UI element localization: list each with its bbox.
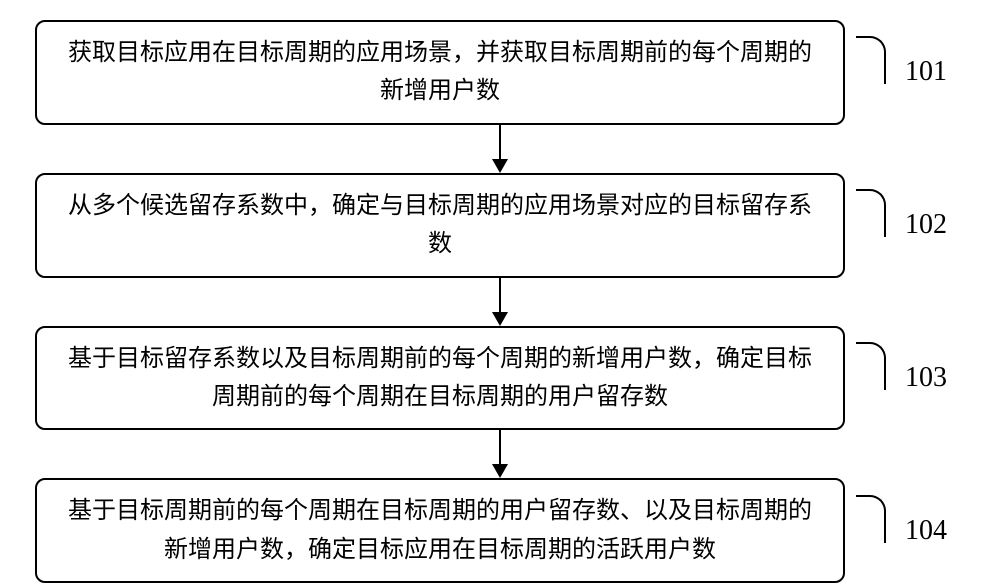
flow-step-3: 基于目标留存系数以及目标周期前的每个周期的新增用户数，确定目标周期前的每个周期在… — [35, 326, 965, 431]
step-label-3: 103 — [905, 362, 947, 394]
label-bracket-3 — [856, 342, 886, 390]
arrow-line — [499, 430, 501, 466]
step-box-4: 基于目标周期前的每个周期在目标周期的用户留存数、以及目标周期的新增用户数，确定目… — [35, 478, 845, 583]
arrow-head-icon — [492, 312, 508, 326]
step-box-1: 获取目标应用在目标周期的应用场景，并获取目标周期前的每个周期的新增用户数 — [35, 20, 845, 125]
step-box-3: 基于目标留存系数以及目标周期前的每个周期的新增用户数，确定目标周期前的每个周期在… — [35, 326, 845, 431]
flow-step-2: 从多个候选留存系数中，确定与目标周期的应用场景对应的目标留存系数 102 — [35, 173, 965, 278]
arrow-1-2 — [95, 125, 905, 173]
step-box-2: 从多个候选留存系数中，确定与目标周期的应用场景对应的目标留存系数 — [35, 173, 845, 278]
flowchart-container: 获取目标应用在目标周期的应用场景，并获取目标周期前的每个周期的新增用户数 101… — [35, 20, 965, 583]
label-bracket-1 — [856, 36, 886, 84]
step-label-1: 101 — [905, 56, 947, 88]
arrow-line — [499, 278, 501, 314]
flow-step-1: 获取目标应用在目标周期的应用场景，并获取目标周期前的每个周期的新增用户数 101 — [35, 20, 965, 125]
label-bracket-2 — [856, 189, 886, 237]
step-label-4: 104 — [905, 515, 947, 547]
step-text-2: 从多个候选留存系数中，确定与目标周期的应用场景对应的目标留存系数 — [57, 187, 823, 264]
label-bracket-4 — [856, 495, 886, 543]
arrow-head-icon — [492, 464, 508, 478]
step-text-4: 基于目标周期前的每个周期在目标周期的用户留存数、以及目标周期的新增用户数，确定目… — [57, 492, 823, 569]
flow-step-4: 基于目标周期前的每个周期在目标周期的用户留存数、以及目标周期的新增用户数，确定目… — [35, 478, 965, 583]
step-label-2: 102 — [905, 209, 947, 241]
step-text-3: 基于目标留存系数以及目标周期前的每个周期的新增用户数，确定目标周期前的每个周期在… — [57, 340, 823, 417]
arrow-line — [499, 125, 501, 161]
arrow-head-icon — [492, 159, 508, 173]
arrow-2-3 — [95, 278, 905, 326]
arrow-3-4 — [95, 430, 905, 478]
step-text-1: 获取目标应用在目标周期的应用场景，并获取目标周期前的每个周期的新增用户数 — [57, 34, 823, 111]
